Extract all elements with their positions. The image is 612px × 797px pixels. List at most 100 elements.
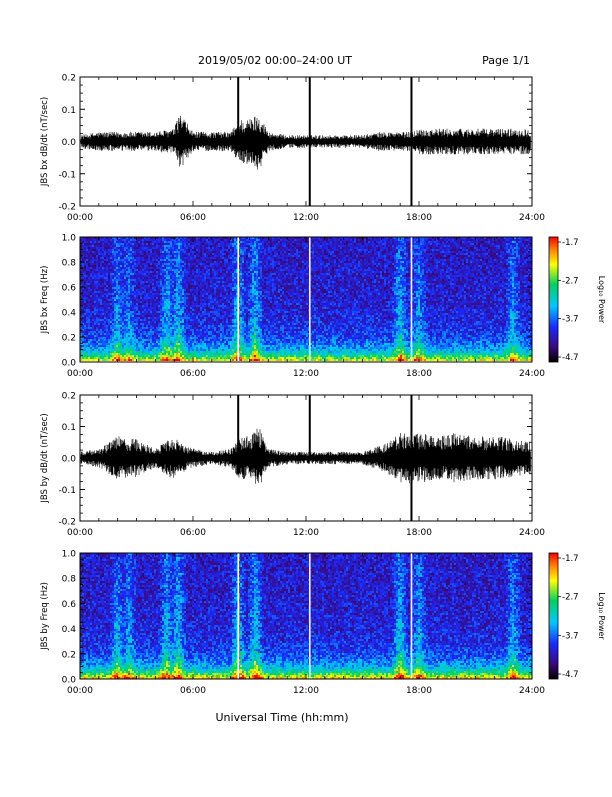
spectrogram-cell (160, 307, 162, 309)
spectrogram-cell (210, 323, 212, 325)
spectrogram-cell (154, 321, 156, 323)
spectrogram-cell (102, 335, 104, 337)
spectrogram-cell (208, 323, 210, 325)
spectrogram-cell (136, 289, 138, 291)
spectrogram-cell (196, 287, 198, 289)
spectrogram-cell (88, 265, 90, 267)
spectrogram-cell (98, 321, 100, 323)
spectrogram-cell (114, 349, 116, 351)
spectrogram-cell (116, 335, 118, 337)
spectrogram-cell (82, 283, 84, 285)
spectrogram-cell (162, 329, 164, 331)
spectrogram-cell (98, 255, 100, 257)
spectrogram-cell (112, 289, 114, 291)
spectrogram-cell (186, 339, 188, 341)
spectrogram-cell (146, 273, 148, 275)
spectrogram-cell (146, 249, 148, 251)
spectrogram-cell (128, 245, 130, 247)
spectrogram-cell (182, 339, 184, 341)
spectrogram-cell (160, 271, 162, 273)
spectrogram-cell (154, 269, 156, 271)
spectrogram-cell (220, 327, 222, 329)
spectrogram-cell (228, 343, 230, 345)
spectrogram-cell (200, 277, 202, 279)
spectrogram-cell (182, 355, 184, 357)
spectrogram-cell (156, 313, 158, 315)
spectrogram-cell (154, 271, 156, 273)
spectrogram-cell (196, 315, 198, 317)
spectrogram-cell (116, 289, 118, 291)
spectrogram-cell (202, 277, 204, 279)
spectrogram-cell (126, 311, 128, 313)
spectrogram-cell (106, 307, 108, 309)
spectrogram-cell (104, 259, 106, 261)
spectrogram-cell (212, 357, 214, 359)
spectrogram-cell (206, 357, 208, 359)
spectrogram-cell (162, 351, 164, 353)
spectrogram-cell (104, 281, 106, 283)
spectrogram-cell (140, 357, 142, 359)
spectrogram-cell (196, 349, 198, 351)
spectrogram-cell (138, 283, 140, 285)
spectrogram-cell (90, 243, 92, 245)
spectrogram-cell (178, 271, 180, 273)
spectrogram-cell (196, 263, 198, 265)
spectrogram-cell (118, 279, 120, 281)
spectrogram-cell (180, 321, 182, 323)
spectrogram-cell (94, 353, 96, 355)
spectrogram-cell (110, 337, 112, 339)
spectrogram-cell (234, 313, 236, 315)
spectrogram-cell (84, 299, 86, 301)
spectrogram-cell (148, 243, 150, 245)
spectrogram-cell (234, 261, 236, 263)
spectrogram-cell (158, 277, 160, 279)
spectrogram-cell (128, 339, 130, 341)
spectrogram-cell (188, 309, 190, 311)
spectrogram-cell (158, 239, 160, 241)
spectrogram-cell (172, 293, 174, 295)
spectrogram-cell (86, 355, 88, 357)
spectrogram-cell (144, 309, 146, 311)
spectrogram-cell (162, 309, 164, 311)
spectrogram-cell (166, 269, 168, 271)
spectrogram-cell (232, 321, 234, 323)
spectrogram-cell (112, 271, 114, 273)
spectrogram-cell (166, 283, 168, 285)
spectrogram-cell (162, 243, 164, 245)
spectrogram-cell (138, 301, 140, 303)
spectrogram-cell (216, 313, 218, 315)
spectrogram-cell (162, 287, 164, 289)
spectrogram-cell (130, 331, 132, 333)
spectrogram-cell (230, 343, 232, 345)
spectrogram-cell (204, 355, 206, 357)
spectrogram-cell (232, 333, 234, 335)
spectrogram-cell (148, 255, 150, 257)
spectrogram-cell (216, 341, 218, 343)
spectrogram-cell (116, 351, 118, 353)
spectrogram-cell (114, 243, 116, 245)
spectrogram-cell (92, 281, 94, 283)
spectrogram-cell (102, 311, 104, 313)
spectrogram-cell (218, 241, 220, 243)
spectrogram-cell (132, 261, 134, 263)
spectrogram-cell (212, 323, 214, 325)
spectrogram-cell (96, 245, 98, 247)
spectrogram-cell (168, 327, 170, 329)
spectrogram-cell (164, 357, 166, 359)
spectrogram-cell (120, 345, 122, 347)
spectrogram-cell (156, 255, 158, 257)
spectrogram-cell (162, 343, 164, 345)
spectrogram-cell (156, 263, 158, 265)
spectrogram-cell (182, 307, 184, 309)
spectrogram-cell (220, 297, 222, 299)
spectrogram-cell (86, 243, 88, 245)
spectrogram-cell (218, 303, 220, 305)
spectrogram-cell (162, 265, 164, 267)
spectrogram-cell (118, 359, 120, 361)
spectrogram-cell (174, 275, 176, 277)
spectrogram-cell (162, 277, 164, 279)
spectrogram-cell (146, 285, 148, 287)
spectrogram-cell (138, 291, 140, 293)
spectrogram-cell (194, 359, 196, 361)
spectrogram-cell (168, 321, 170, 323)
